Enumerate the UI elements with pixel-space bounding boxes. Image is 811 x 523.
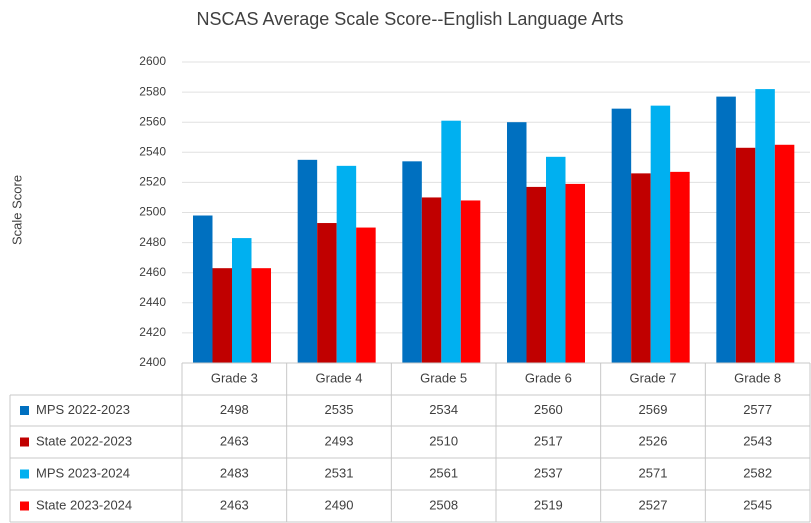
table-value: 2577 xyxy=(743,402,772,417)
y-tick-label: 2600 xyxy=(139,54,166,68)
table-value: 2508 xyxy=(429,497,458,512)
table-value: 2569 xyxy=(639,402,668,417)
bar xyxy=(670,171,690,363)
y-tick-label: 2580 xyxy=(139,84,166,98)
x-tick-label: Grade 3 xyxy=(211,370,258,385)
x-tick-label: Grade 4 xyxy=(316,370,363,385)
bar xyxy=(650,105,671,364)
legend-key xyxy=(20,469,29,479)
table-value: 2537 xyxy=(534,465,563,480)
bar xyxy=(356,227,376,363)
legend-label: MPS 2022-2023 xyxy=(36,402,130,417)
bar xyxy=(565,183,585,363)
table-value: 2483 xyxy=(220,465,249,480)
legend-label: State 2022-2023 xyxy=(36,433,132,448)
y-tick-label: 2440 xyxy=(139,295,166,309)
bar xyxy=(546,156,566,363)
bar xyxy=(716,96,736,364)
legend-label: State 2023-2024 xyxy=(36,497,132,512)
table-value: 2493 xyxy=(325,433,354,448)
bar xyxy=(735,147,756,363)
x-tick-label: Grade 8 xyxy=(734,370,781,385)
bar xyxy=(402,161,422,363)
legend-label: MPS 2023-2024 xyxy=(36,465,130,480)
table-value: 2535 xyxy=(325,402,354,417)
table-value: 2561 xyxy=(429,465,458,480)
x-tick-label: Grade 5 xyxy=(420,370,467,385)
table-value: 2560 xyxy=(534,402,563,417)
chart-title: NSCAS Average Scale Score--English Langu… xyxy=(197,9,624,29)
bar xyxy=(336,165,357,363)
y-tick-label: 2460 xyxy=(139,265,166,279)
table-value: 2543 xyxy=(743,433,772,448)
bar xyxy=(317,223,337,363)
bar xyxy=(611,108,632,363)
bar xyxy=(212,268,232,363)
table-value: 2545 xyxy=(743,497,772,512)
table-value: 2517 xyxy=(534,433,563,448)
bar xyxy=(631,173,651,363)
table-value: 2463 xyxy=(220,497,249,512)
table-value: 2582 xyxy=(743,465,772,480)
y-tick-label: 2520 xyxy=(139,175,166,189)
table-value: 2519 xyxy=(534,497,563,512)
table-value: 2571 xyxy=(639,465,668,480)
bar xyxy=(232,238,252,363)
y-tick-label: 2480 xyxy=(139,235,166,249)
y-tick-label: 2500 xyxy=(139,205,166,219)
table-value: 2534 xyxy=(429,402,458,417)
table-value: 2498 xyxy=(220,402,249,417)
y-tick-label: 2560 xyxy=(139,114,166,128)
bar xyxy=(526,186,546,363)
y-axis-label: Scale Score xyxy=(9,175,24,245)
y-tick-label: 2400 xyxy=(139,355,166,369)
x-tick-label: Grade 7 xyxy=(630,370,677,385)
table-value: 2510 xyxy=(429,433,458,448)
table-value: 2463 xyxy=(220,433,249,448)
legend-key xyxy=(20,437,29,447)
bar xyxy=(251,268,271,363)
bar xyxy=(297,159,318,363)
y-tick-label: 2540 xyxy=(139,144,166,158)
y-tick-label: 2420 xyxy=(139,325,166,339)
x-tick-label: Grade 6 xyxy=(525,370,572,385)
bar xyxy=(507,122,527,363)
table-value: 2490 xyxy=(325,497,354,512)
bar xyxy=(774,144,795,363)
bar xyxy=(421,197,442,363)
bar xyxy=(755,89,775,363)
bar xyxy=(441,120,461,363)
legend-key xyxy=(20,406,29,415)
bar xyxy=(460,200,481,363)
bar xyxy=(193,215,213,363)
table-value: 2527 xyxy=(639,497,668,512)
table-value: 2526 xyxy=(639,433,668,448)
legend-key xyxy=(20,501,29,511)
table-value: 2531 xyxy=(325,465,354,480)
